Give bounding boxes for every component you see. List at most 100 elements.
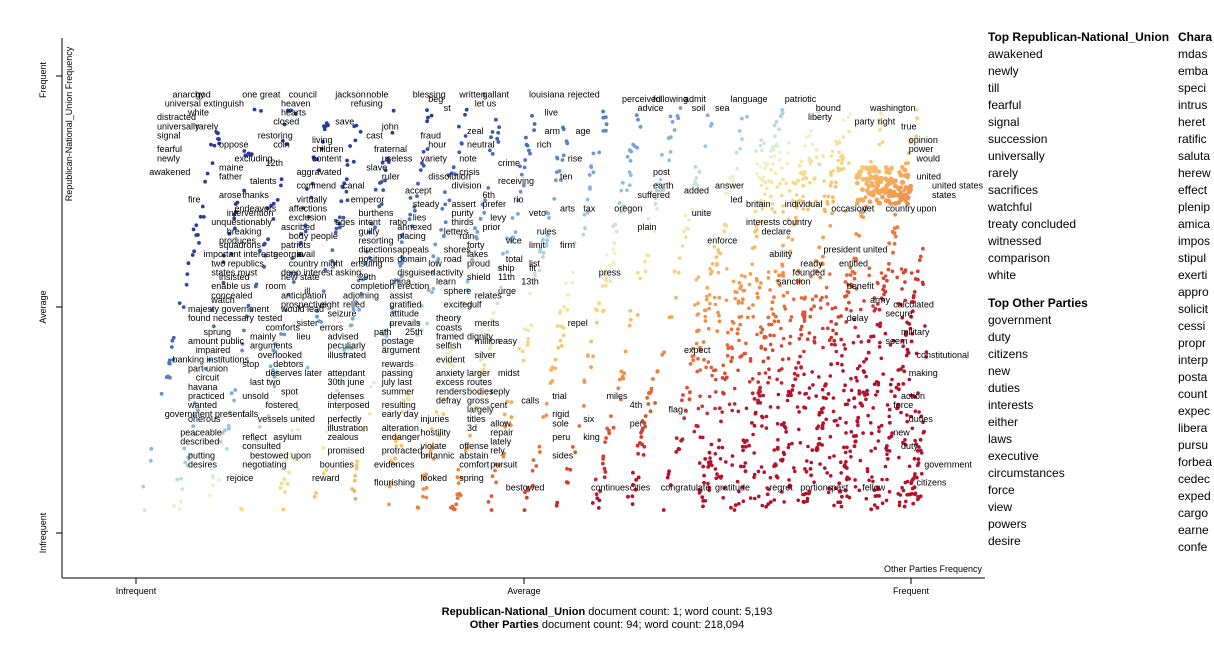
term-point[interactable] xyxy=(713,452,718,456)
term-point[interactable] xyxy=(601,454,606,459)
term-point[interactable] xyxy=(730,179,735,183)
top-other-item[interactable]: desire xyxy=(988,534,1021,548)
term-label[interactable]: oppose xyxy=(219,140,249,150)
term-point[interactable] xyxy=(635,145,640,150)
term-point[interactable] xyxy=(852,396,856,401)
term-label[interactable]: enable us xyxy=(211,281,251,291)
term-point[interactable] xyxy=(915,269,920,274)
term-point[interactable] xyxy=(677,447,682,452)
term-point[interactable] xyxy=(755,172,759,176)
term-point[interactable] xyxy=(323,267,328,272)
term-point[interactable] xyxy=(708,267,712,271)
term-point[interactable] xyxy=(825,202,830,206)
term-label[interactable]: plain xyxy=(638,222,657,232)
term-point[interactable] xyxy=(456,481,461,485)
term-label[interactable]: prefer xyxy=(483,199,507,209)
term-point[interactable] xyxy=(887,241,892,246)
term-label[interactable]: washington xyxy=(869,103,916,113)
term-point[interactable] xyxy=(604,436,608,440)
term-point[interactable] xyxy=(820,387,825,392)
term-point[interactable] xyxy=(836,169,841,173)
term-point[interactable] xyxy=(845,273,849,277)
term-point[interactable] xyxy=(175,477,180,482)
top-other-item[interactable]: duty xyxy=(988,330,1011,344)
term-point[interactable] xyxy=(701,464,706,469)
term-point[interactable] xyxy=(639,430,643,435)
term-point[interactable] xyxy=(429,427,434,431)
term-point[interactable] xyxy=(703,457,708,461)
term-label[interactable]: excited xyxy=(444,300,473,310)
characteristic-item[interactable]: confe xyxy=(1178,540,1208,554)
term-point[interactable] xyxy=(636,451,640,456)
term-point[interactable] xyxy=(897,503,902,508)
term-point[interactable] xyxy=(696,424,700,429)
term-label[interactable]: portions xyxy=(800,482,833,492)
term-point[interactable] xyxy=(509,423,513,428)
term-point[interactable] xyxy=(779,344,784,348)
term-label[interactable]: would xyxy=(916,153,941,163)
term-label[interactable]: cities xyxy=(630,482,651,492)
term-label[interactable]: silver xyxy=(475,350,496,360)
term-point[interactable] xyxy=(841,118,846,123)
term-point[interactable] xyxy=(315,314,319,319)
term-point[interactable] xyxy=(324,468,329,472)
term-point[interactable] xyxy=(180,487,185,491)
term-point[interactable] xyxy=(685,385,689,390)
term-label[interactable]: britannic xyxy=(421,450,456,460)
term-point[interactable] xyxy=(790,198,795,203)
term-point[interactable] xyxy=(762,334,767,339)
term-point[interactable] xyxy=(718,457,723,461)
term-point[interactable] xyxy=(767,375,772,380)
term-point[interactable] xyxy=(720,410,724,414)
term-point[interactable] xyxy=(798,198,802,203)
term-point[interactable] xyxy=(739,116,744,121)
term-point[interactable] xyxy=(534,464,539,468)
term-label[interactable]: path xyxy=(374,327,392,337)
term-point[interactable] xyxy=(817,162,821,166)
term-point[interactable] xyxy=(759,465,764,469)
term-point[interactable] xyxy=(457,150,462,155)
term-point[interactable] xyxy=(778,181,782,186)
term-point[interactable] xyxy=(859,197,864,203)
characteristic-item[interactable]: saluta xyxy=(1178,149,1211,163)
term-point[interactable] xyxy=(773,462,778,466)
term-point[interactable] xyxy=(556,324,560,328)
term-point[interactable] xyxy=(353,138,358,143)
term-point[interactable] xyxy=(890,377,894,382)
term-point[interactable] xyxy=(694,176,699,180)
term-point[interactable] xyxy=(198,214,203,219)
term-point[interactable] xyxy=(780,490,784,494)
term-point[interactable] xyxy=(725,267,729,271)
term-label[interactable]: new state xyxy=(281,272,320,282)
term-point[interactable] xyxy=(911,394,916,398)
term-label[interactable]: intent xyxy=(359,217,382,227)
term-point[interactable] xyxy=(330,248,335,253)
term-point[interactable] xyxy=(570,280,575,285)
term-point[interactable] xyxy=(905,347,910,352)
term-label[interactable]: ratio xyxy=(390,217,408,227)
term-point[interactable] xyxy=(785,290,790,295)
top-other-item[interactable]: duties xyxy=(988,381,1021,395)
term-point[interactable] xyxy=(909,271,914,275)
term-point[interactable] xyxy=(777,158,782,162)
term-point[interactable] xyxy=(894,385,899,390)
term-point[interactable] xyxy=(516,212,520,216)
top-other-item[interactable]: government xyxy=(988,313,1052,327)
term-point[interactable] xyxy=(893,212,898,217)
term-point[interactable] xyxy=(430,290,434,295)
term-point[interactable] xyxy=(349,346,354,351)
term-point[interactable] xyxy=(809,473,813,478)
term-point[interactable] xyxy=(847,495,852,500)
term-point[interactable] xyxy=(855,379,859,383)
term-label[interactable]: onerous xyxy=(188,414,221,424)
term-point[interactable] xyxy=(425,147,430,152)
term-point[interactable] xyxy=(881,372,885,376)
term-point[interactable] xyxy=(757,371,761,376)
term-point[interactable] xyxy=(787,189,792,193)
term-point[interactable] xyxy=(478,217,483,221)
term-label[interactable]: fit xyxy=(529,263,537,273)
top-rep-item[interactable]: sacrifices xyxy=(988,183,1039,197)
term-point[interactable] xyxy=(393,439,398,444)
term-point[interactable] xyxy=(367,230,372,235)
term-point[interactable] xyxy=(765,186,769,191)
